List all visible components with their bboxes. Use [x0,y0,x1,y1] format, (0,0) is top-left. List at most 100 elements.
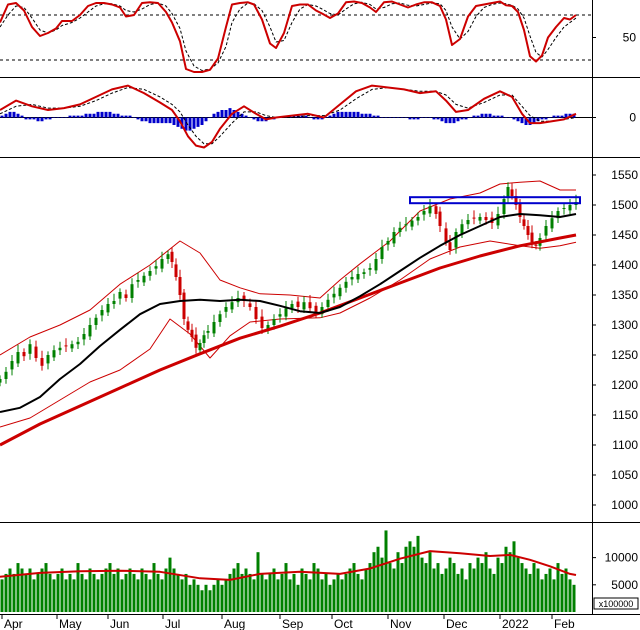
candle-body-85 [484,217,488,220]
volume-bar-30 [120,579,124,612]
macd-histogram-bar-40 [160,117,164,124]
macd-histogram-bar-48 [192,117,196,129]
volume-bar-42 [168,557,172,612]
macd-histogram-bar-46 [184,117,188,131]
macd-histogram-bar-9 [36,117,40,122]
volume-bar-9 [36,573,40,612]
macd-histogram-bar-109 [436,117,440,120]
volume-bar-45 [180,579,184,612]
macd-histogram-bar-34 [136,117,140,120]
candle-body-75 [428,206,432,214]
volume-bar-61 [244,568,248,612]
volume-bar-103 [412,546,416,612]
macd-histogram-bar-26 [104,111,108,118]
candle-body-1 [4,371,8,379]
volume-bar-123 [492,573,496,612]
volume-bar-16 [64,579,68,612]
macd-histogram-bar-8 [32,117,36,120]
macd-histogram-bar-104 [416,117,420,120]
candle-body-96 [534,244,538,246]
volume-bar-46 [184,573,188,612]
candle-body-8 [46,355,50,364]
macd-histogram-bar-80 [320,117,324,120]
candle-body-32 [182,292,186,319]
macd-histogram-bar-84 [336,111,340,118]
candle-body-67 [380,247,384,259]
macd-histogram-bar-33 [132,117,136,118]
candle-body-98 [544,226,548,236]
month-label-6: Oct [334,617,353,630]
volume-bar-2 [8,568,12,612]
macd-histogram-bar-126 [504,117,508,118]
volume-bar-60 [240,573,244,612]
macd-histogram-bar-87 [348,111,352,118]
volume-moving-average [0,550,577,581]
macd-histogram-bar-12 [48,117,52,120]
candle-body-62 [350,277,354,280]
volume-bar-129 [516,557,520,612]
bollinger-lower-band [0,240,577,428]
volume-bar-10 [40,568,44,612]
price-panel: 1550 1500 1450 1400 1350 1300 1250 1200 1150 1100… [0,168,638,512]
candle-body-36 [198,343,202,351]
macd-histogram-bar-89 [356,111,360,118]
macd-histogram-bar-81 [324,117,328,118]
month-label-2: Jun [110,617,129,630]
macd-histogram-bar-116 [464,117,468,120]
candle-body-51 [284,308,288,317]
candle-body-80 [454,232,458,248]
volume-bar-88 [352,563,356,612]
macd-histogram-bar-28 [112,113,116,118]
macd-histogram-bar-97 [388,117,392,118]
volume-bar-134 [536,568,540,612]
volume-bar-64 [256,552,260,612]
candle-body-72 [410,220,414,227]
volume-bar-8 [32,579,36,612]
macd-histogram-bar-25 [100,111,104,118]
price-tick-label-7: 1200 [611,378,638,392]
volume-bar-111 [444,568,448,612]
volume-bar-3 [12,573,16,612]
candle-body-88 [502,199,506,214]
macd-histogram-bar-30 [120,115,124,118]
macd-histogram-bar-117 [468,117,472,118]
macd-histogram-bar-61 [244,115,248,118]
macd-histogram-bar-60 [240,113,244,118]
macd-histogram-bar-100 [400,117,404,118]
volume-bar-102 [408,541,412,612]
macd-histogram-bar-141 [564,113,568,118]
macd-histogram-bar-108 [432,117,436,120]
volume-bar-106 [424,563,428,612]
volume-bar-120 [480,563,484,612]
candle-body-42 [230,302,234,310]
macd-histogram-bar-115 [460,117,464,120]
volume-bar-27 [108,563,112,612]
volume-bar-92 [368,563,372,612]
candle-body-3 [16,352,20,364]
volume-bar-117 [468,563,472,612]
volume-bar-47 [188,584,192,612]
candle-body-27 [160,259,164,269]
candle-body-82 [466,220,470,225]
candle-body-99 [550,218,554,229]
candle-body-26 [154,266,158,269]
candle-body-47 [260,316,264,328]
candle-body-57 [320,307,324,315]
macd-histogram-bar-139 [556,115,560,118]
volume-bar-59 [236,563,240,612]
volume-bar-37 [148,579,152,612]
macd-histogram-bar-55 [220,110,224,118]
candle-body-94 [526,226,530,235]
volume-bar-43 [172,568,176,612]
volume-bar-54 [216,579,220,612]
volume-bar-126 [504,546,508,612]
candle-body-25 [148,271,152,276]
volume-bar-113 [452,563,456,612]
bollinger-upper-band [0,180,576,356]
volume-bar-85 [340,579,344,612]
volume-bar-65 [260,573,264,612]
macd-histogram-bar-112 [448,117,452,124]
volume-bar-89 [356,573,360,612]
volume-bar-50 [200,590,204,612]
volume-bar-70 [280,573,284,612]
